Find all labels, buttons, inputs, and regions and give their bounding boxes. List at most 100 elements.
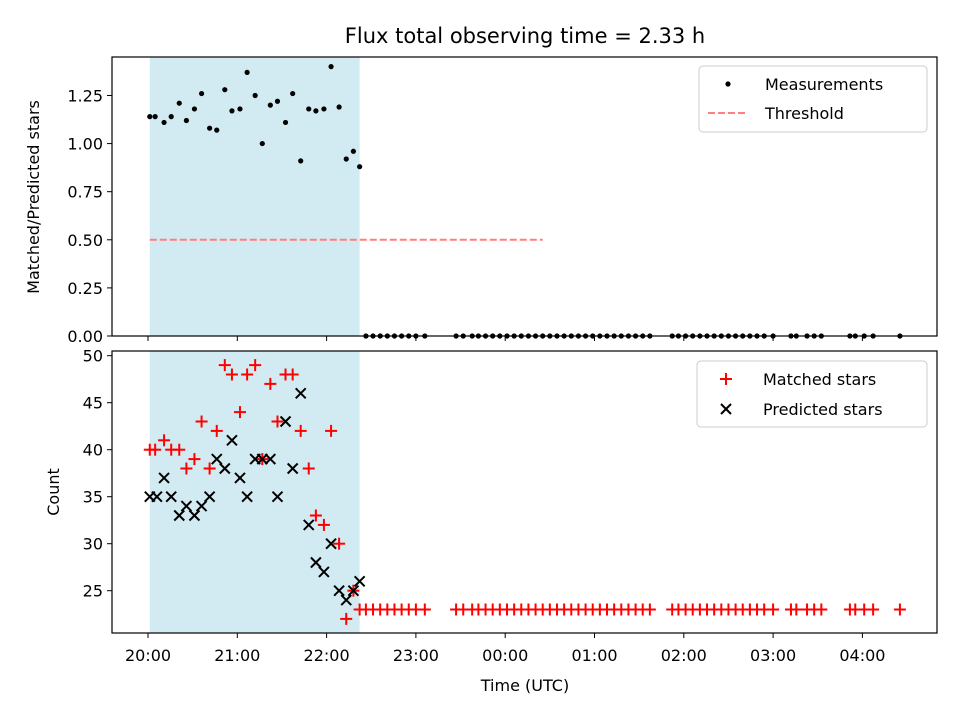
matched-star-point	[158, 434, 171, 447]
predicted-star-point	[188, 509, 201, 522]
legend-measurements-label: Measurements	[765, 75, 883, 94]
measurement-point	[313, 108, 319, 114]
x-tick-label: 03:00	[750, 646, 796, 665]
matched-star-point	[867, 603, 880, 616]
predicted-star-point	[165, 490, 177, 503]
measurement-point	[244, 69, 250, 75]
predicted-star-point	[211, 453, 223, 465]
y-tick-label: 0.25	[67, 279, 103, 298]
measurement-point	[229, 108, 235, 114]
matched-star-point	[302, 462, 315, 475]
y-tick-label: 25	[83, 582, 103, 601]
matched-star-point	[317, 518, 330, 531]
predicted-star-point	[173, 509, 185, 522]
measurement-point	[147, 114, 153, 120]
matched-star-point	[249, 359, 262, 372]
top-x-ticks	[147, 336, 863, 341]
matched-star-point	[294, 424, 307, 437]
matched-star-point	[340, 612, 353, 625]
measurement-point	[207, 125, 213, 131]
predicted-star-point	[264, 453, 277, 465]
predicted-star-point	[333, 584, 345, 597]
predicted-star-point	[303, 519, 315, 531]
predicted-star-point	[219, 462, 231, 475]
matched-star-point	[233, 406, 246, 419]
measurement-point	[321, 106, 327, 112]
x-tick-label: 22:00	[304, 646, 350, 665]
x-tick-label: 04:00	[839, 646, 885, 665]
matched-star-point	[195, 415, 208, 428]
predicted-star-point	[347, 584, 360, 597]
bottom-axes-frame	[111, 350, 938, 634]
x-tick-label: 00:00	[482, 646, 528, 665]
measurement-point	[290, 90, 296, 97]
chart-title: Flux total observing time = 2.33 h	[345, 24, 705, 48]
matched-star-point	[149, 443, 162, 456]
legend-matched-label: Matched stars	[763, 370, 876, 389]
top-y-ticks: 0.00 0.25 0.50 0.75 1.00 1.25	[67, 86, 112, 346]
predicted-star-point	[203, 490, 216, 503]
matched-star-point	[225, 368, 238, 381]
predicted-star-point	[325, 537, 337, 550]
legend-threshold-label: Threshold	[764, 104, 844, 123]
measurement-point	[191, 106, 198, 112]
y-tick-label: 40	[83, 441, 103, 460]
legend-matched-marker	[720, 373, 732, 385]
y-tick-label: 1.25	[67, 86, 103, 105]
matched-star-point	[893, 603, 906, 616]
predicted-star-point	[310, 556, 322, 569]
x-tick-label: 21:00	[214, 646, 260, 665]
measurement-point	[298, 158, 304, 164]
predicted-star-point	[226, 434, 238, 447]
matched-star-point	[203, 462, 216, 475]
y-tick-label: 30	[83, 535, 103, 554]
measurement-point	[214, 127, 220, 133]
y-tick-label: 0.00	[67, 327, 103, 346]
y-tick-label: 0.50	[67, 231, 103, 250]
bottom-legend: Matched stars Predicted stars	[696, 360, 928, 428]
measurement-point	[267, 102, 273, 108]
legend-predicted-marker	[720, 403, 732, 415]
bottom-panel: 25 30 35 40 45 50 20:00 21:00 22:00 23:00 00:00 01…	[44, 347, 938, 695]
measurement-point	[350, 148, 356, 154]
top-y-axis-label: Matched/Predicted stars	[24, 100, 43, 294]
matched-star-point	[271, 415, 284, 428]
predicted-star-point	[151, 490, 163, 503]
predicted-star-point	[353, 575, 366, 588]
measurement-point	[282, 119, 289, 126]
bottom-x-axis-label: Time (UTC)	[480, 676, 569, 695]
matched-star-point	[325, 424, 338, 437]
measurement-point	[176, 100, 182, 106]
x-tick-label: 02:00	[661, 646, 707, 665]
x-tick-label: 23:00	[393, 646, 439, 665]
measurement-point	[336, 104, 342, 110]
matched-star-point	[333, 537, 346, 550]
matched-star-point	[286, 368, 299, 381]
matched-star-point	[180, 462, 193, 475]
measurement-point	[183, 117, 189, 124]
matched-star-point	[241, 368, 254, 381]
top-legend-box	[698, 65, 928, 133]
bottom-legend-box	[696, 360, 928, 428]
y-tick-label: 50	[83, 347, 103, 366]
matched-star-point	[309, 509, 322, 522]
matched-star-point	[188, 453, 201, 466]
y-tick-label: 35	[83, 488, 103, 507]
bottom-x-ticks: 20:00 21:00 22:00 23:00 00:00 01:00 02:00 03:00…	[125, 633, 885, 665]
matched-star-point	[418, 603, 431, 616]
top-shaded-span	[149, 57, 360, 336]
matched-star-point	[218, 359, 231, 372]
bottom-y-axis-label: Count	[44, 468, 63, 516]
predicted-stars-group	[144, 387, 366, 606]
predicted-star-point	[286, 462, 299, 475]
top-legend: Measurements Threshold	[698, 65, 928, 133]
matched-star-point	[790, 603, 803, 616]
measurement-point	[274, 98, 281, 104]
predicted-star-point	[158, 472, 170, 484]
measurement-point	[306, 106, 312, 112]
matched-stars-group	[143, 359, 906, 625]
predicted-star-point	[294, 387, 307, 400]
predicted-star-point	[241, 490, 253, 503]
top-panel: 0.00 0.25 0.50 0.75 1.00 1.25 Matched/Predict…	[24, 56, 938, 346]
matched-star-point	[210, 424, 223, 437]
